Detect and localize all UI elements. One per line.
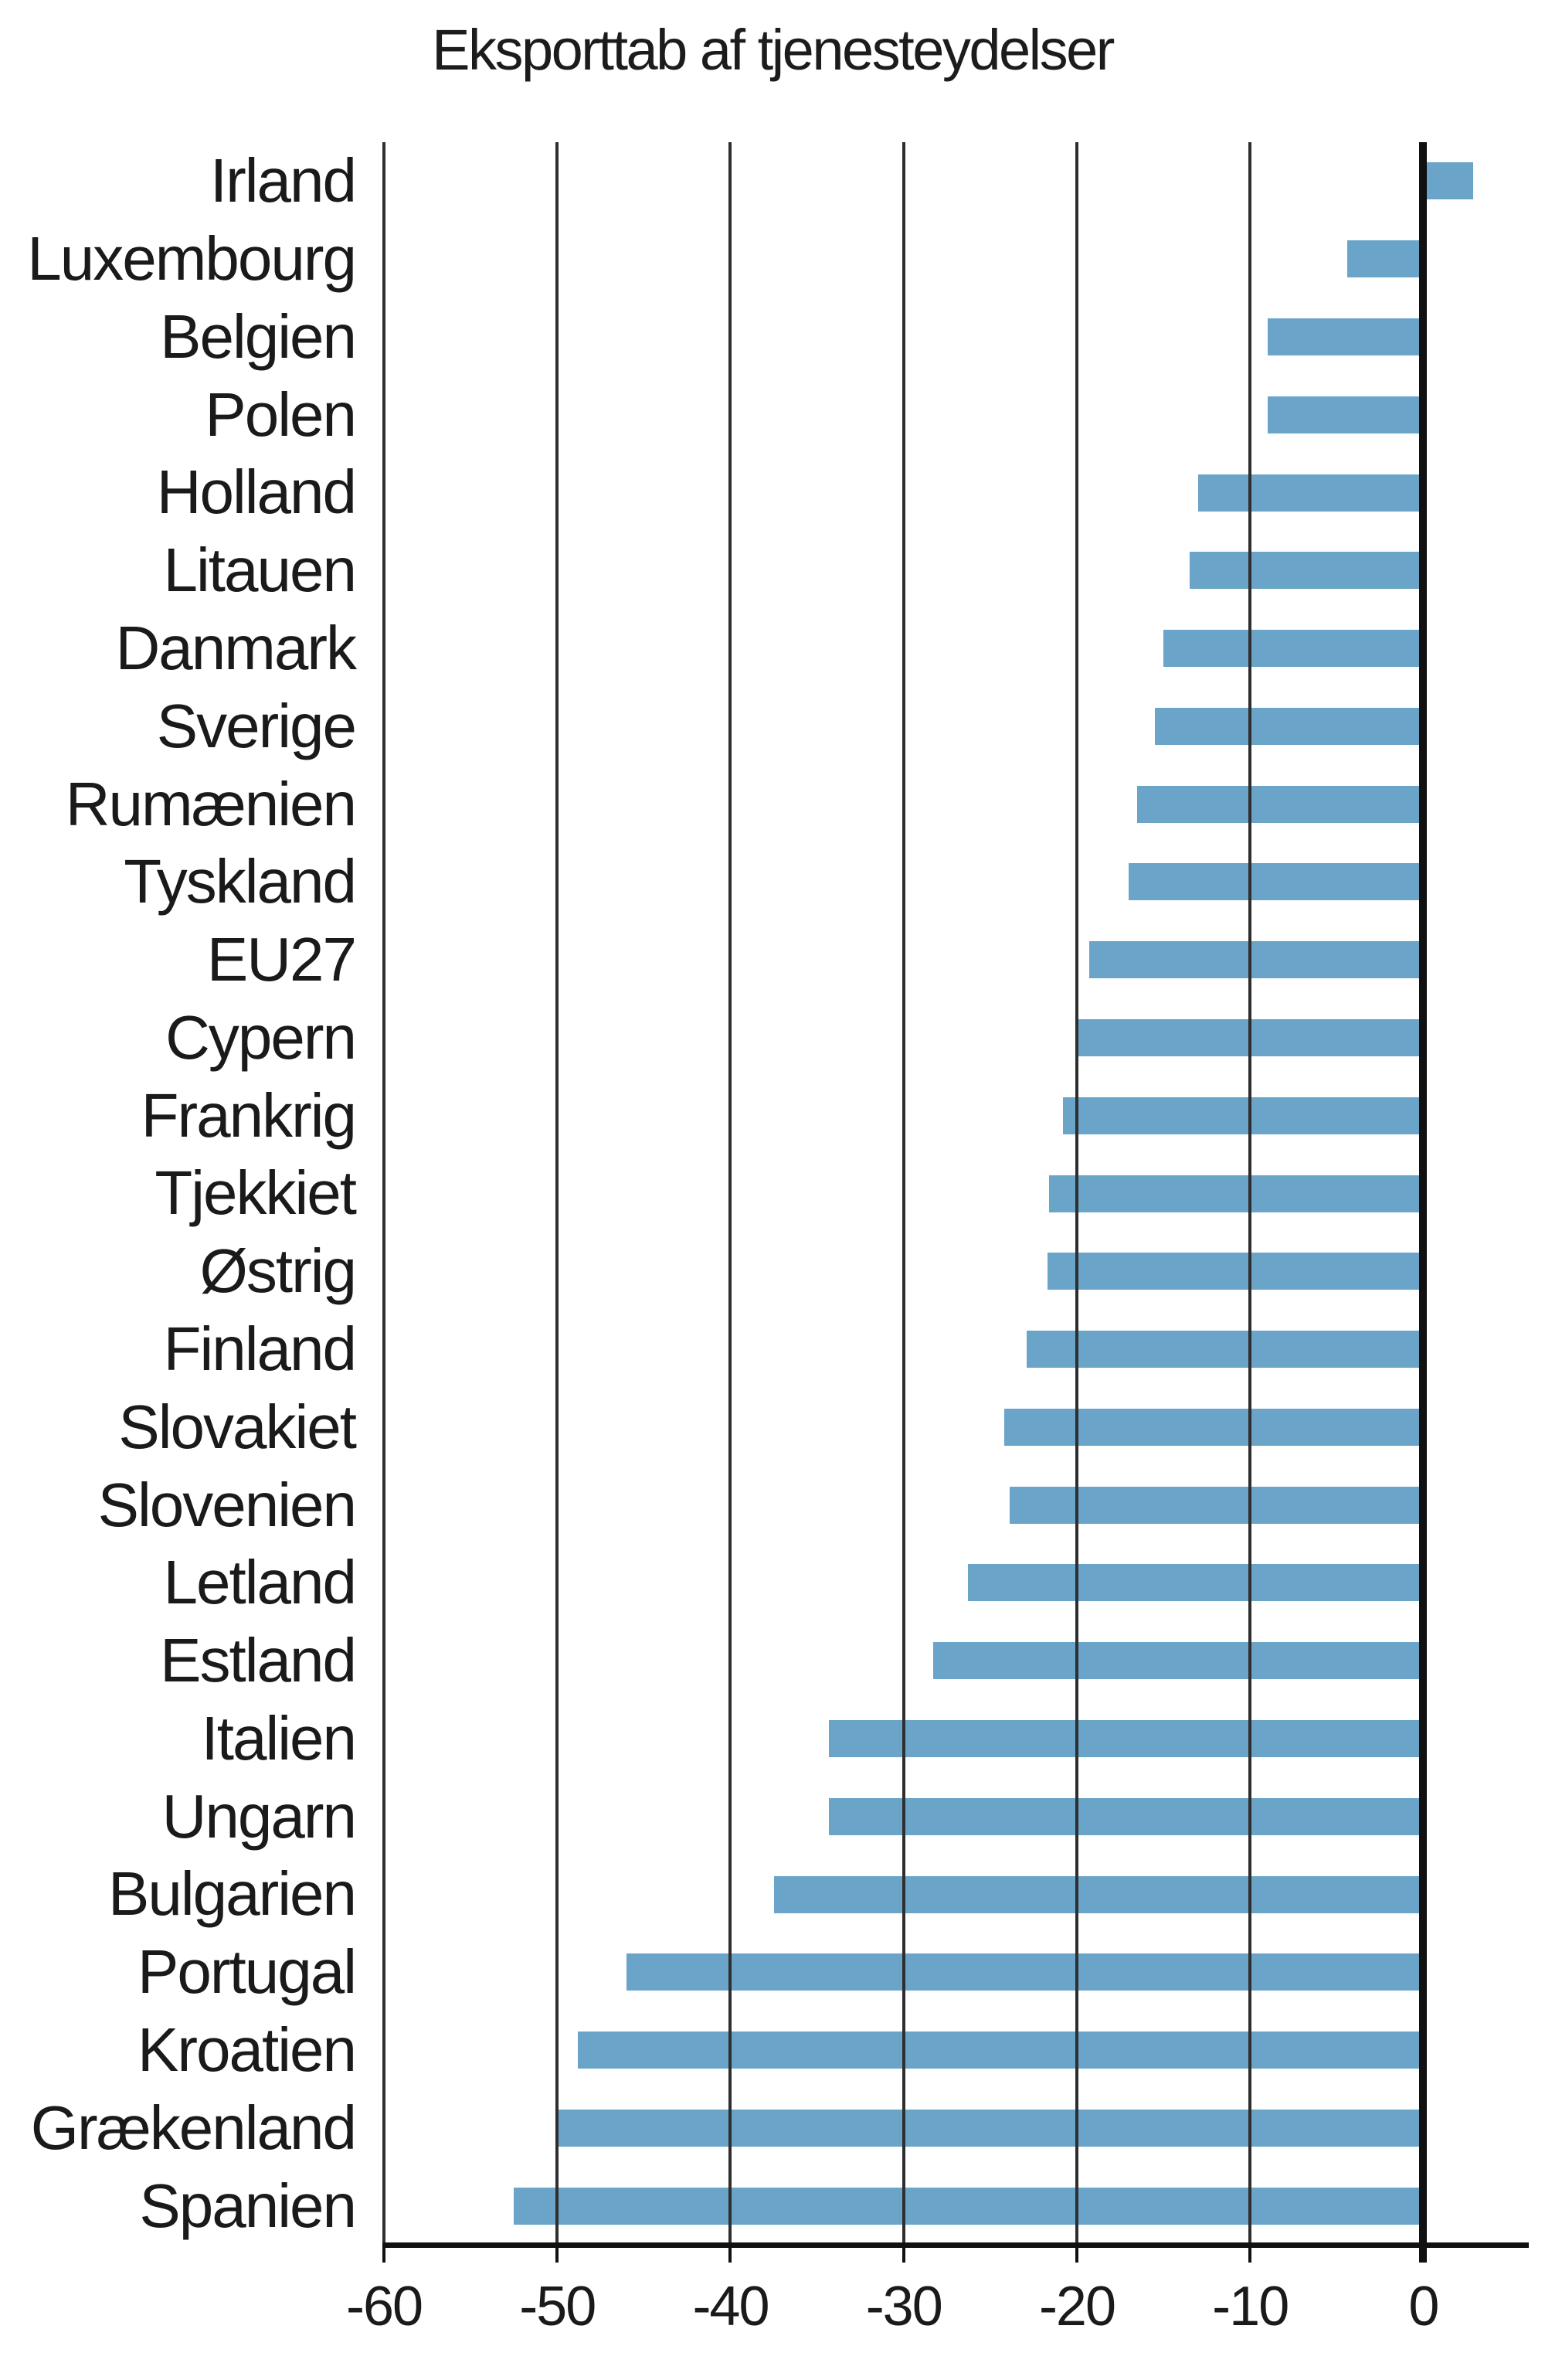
bar-spanien (514, 2187, 1424, 2225)
bar-ungarn (829, 1797, 1424, 1835)
category-label: Italien (201, 1703, 357, 1773)
bar-sverige (1154, 707, 1424, 745)
category-label: Danmark (115, 614, 357, 683)
bar-tyskland (1129, 863, 1424, 901)
category-label: Kroatien (138, 2015, 357, 2085)
bar-irland (1423, 162, 1474, 200)
category-label: Grækenland (30, 2093, 357, 2162)
gridline--40 (728, 142, 732, 2245)
category-label: Polen (205, 379, 357, 449)
x-axis-line (382, 2242, 1529, 2248)
category-label: Holland (156, 457, 357, 527)
category-label: Frankrig (141, 1080, 357, 1150)
tick--30 (902, 2247, 905, 2263)
category-label: Rumænien (65, 769, 357, 838)
x-tick-label: -30 (865, 2276, 943, 2338)
bar-polen (1267, 396, 1424, 434)
category-label: Cypern (165, 1002, 357, 1072)
gridline--60 (382, 142, 385, 2245)
bar-estland (932, 1642, 1424, 1680)
tick--60 (382, 2247, 385, 2263)
category-label: Spanien (139, 2171, 357, 2240)
tick--40 (728, 2247, 732, 2263)
bar-bulgarien (773, 1875, 1424, 1913)
category-label: Irland (209, 146, 357, 216)
category-label: Tyskland (124, 847, 357, 916)
bar-holland (1197, 474, 1424, 512)
gridline--10 (1248, 142, 1252, 2245)
category-label: Portugal (138, 1937, 357, 2007)
bar-frankrig (1063, 1096, 1424, 1134)
bar-østrig (1047, 1253, 1424, 1290)
x-tick-label: -50 (519, 2276, 596, 2338)
x-tick-label: -20 (1038, 2276, 1116, 2338)
x-tick-label: -60 (345, 2276, 423, 2338)
bar-slovenien (1009, 1486, 1424, 1524)
category-label: Litauen (163, 536, 357, 605)
x-tick-label: -10 (1212, 2276, 1289, 2338)
category-label: EU27 (206, 925, 357, 994)
category-label: Slovakiet (118, 1392, 357, 1461)
bar-luxembourg (1346, 240, 1424, 278)
bar-portugal (626, 1953, 1424, 1991)
category-label: Estland (160, 1626, 357, 1695)
bar-slovakiet (1003, 1408, 1424, 1446)
category-label: Slovenien (97, 1470, 357, 1539)
category-label: Bulgarien (107, 1859, 357, 1929)
zero-line (1419, 142, 1428, 2245)
bar-grækenland (557, 2109, 1424, 2147)
gridline--50 (555, 142, 559, 2245)
category-label: Sverige (156, 691, 357, 760)
category-label: Luxembourg (27, 224, 357, 294)
category-label: Letland (163, 1548, 357, 1617)
category-label: Belgien (160, 301, 357, 371)
category-label: Finland (163, 1314, 357, 1384)
gridline--20 (1075, 142, 1078, 2245)
tick--50 (555, 2247, 559, 2263)
category-label: Tjekkiet (154, 1158, 357, 1228)
bar-rumænien (1137, 785, 1424, 823)
x-tick-label: -40 (692, 2276, 769, 2338)
bar-italien (829, 1719, 1424, 1757)
category-label: Østrig (199, 1236, 357, 1306)
bar-finland (1026, 1331, 1424, 1368)
tick--10 (1248, 2247, 1252, 2263)
bar-litauen (1189, 552, 1424, 590)
tick--20 (1075, 2247, 1078, 2263)
bar-danmark (1163, 630, 1424, 668)
category-label: Ungarn (161, 1781, 357, 1851)
tick-0 (1419, 2247, 1428, 2263)
bar-kroatien (578, 2032, 1424, 2069)
bar-letland (967, 1564, 1424, 1602)
bar-eu27 (1088, 941, 1424, 979)
bar-belgien (1267, 318, 1424, 355)
x-tick-label: 0 (1408, 2276, 1439, 2338)
bar-tjekkiet (1049, 1175, 1424, 1212)
chart-title: Eksporttab af tjenesteydelser (432, 18, 1115, 82)
gridline--30 (902, 142, 905, 2245)
